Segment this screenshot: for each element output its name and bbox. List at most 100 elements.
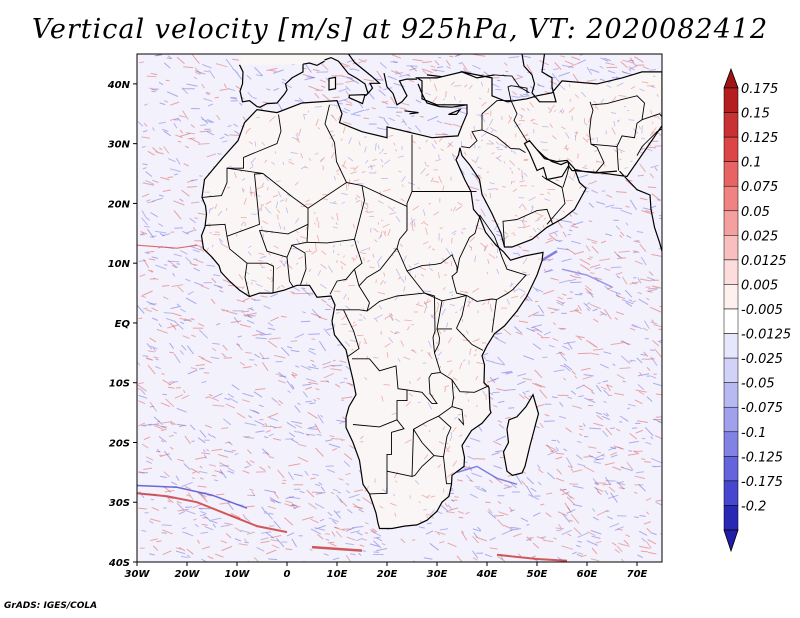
latitude-axis: 40N 30N 20N 10N EQ 10S 20S 30S 40S xyxy=(107,80,137,569)
country-border xyxy=(352,419,398,428)
map-title: Vertical velocity [m/s] at 925hPa, VT: 2… xyxy=(31,14,769,45)
colorbar-bin xyxy=(723,308,739,334)
country-border xyxy=(456,295,467,329)
lat-tick-label: EQ xyxy=(115,319,131,330)
country-border xyxy=(451,237,470,296)
colorbar-label: 0.075 xyxy=(741,180,778,195)
colorbar-bin xyxy=(723,259,739,285)
colorbar-bin xyxy=(723,161,739,187)
colorbar-label: 0.0125 xyxy=(741,254,787,269)
country-border xyxy=(589,101,605,173)
country-border xyxy=(496,248,527,300)
country-border xyxy=(641,113,662,121)
country-border xyxy=(412,406,453,458)
country-border xyxy=(329,268,355,295)
colorbar-bin xyxy=(723,505,739,531)
lon-tick-label: 0 xyxy=(284,569,291,580)
colorbar-bin xyxy=(723,284,739,310)
colorbar-label: -0.0125 xyxy=(741,328,791,343)
colorbar-bin xyxy=(723,431,739,457)
colorbar-label: -0.2 xyxy=(741,499,766,514)
country-borders xyxy=(201,74,662,495)
colorbar-bin xyxy=(723,87,739,113)
colorbar-bottom-cap xyxy=(723,529,739,553)
lat-tick-label: 40N xyxy=(107,80,131,91)
lon-tick-label: 30E xyxy=(427,569,448,580)
colorbar-label: 0.05 xyxy=(741,205,770,220)
country-border xyxy=(443,456,452,485)
colorbar-label: -0.175 xyxy=(741,475,783,490)
colorbar-bin xyxy=(723,185,739,212)
country-border xyxy=(411,455,435,477)
lon-tick-label: 20W xyxy=(175,569,201,580)
country-border xyxy=(494,74,530,94)
longitude-axis: 30W 20W 10W 0 10E 20E 30E 40E 50E 60E 70E xyxy=(125,562,648,580)
colorbar-label: -0.1 xyxy=(741,426,766,441)
country-border xyxy=(306,238,355,244)
country-border xyxy=(352,358,408,495)
grads-credit: GrADS: IGES/COLA xyxy=(4,601,98,611)
country-border xyxy=(226,167,264,174)
lon-tick-label: 20E xyxy=(377,569,398,580)
colorbar-label: -0.005 xyxy=(741,303,783,318)
country-border xyxy=(507,85,528,101)
lat-tick-label: 20S xyxy=(109,438,130,449)
country-border xyxy=(469,214,500,249)
colorbar-bin xyxy=(723,382,739,408)
country-border xyxy=(366,292,425,312)
colorbar-label: 0.025 xyxy=(741,229,778,244)
country-border xyxy=(481,129,526,153)
country-border xyxy=(336,302,370,312)
lat-tick-label: 10S xyxy=(109,379,130,390)
country-border xyxy=(290,224,309,285)
colorbar-label: 0.005 xyxy=(741,278,778,293)
country-border xyxy=(451,379,465,426)
country-border xyxy=(491,299,497,333)
lat-tick-label: 10N xyxy=(108,259,131,270)
lat-tick-label: 40S xyxy=(108,558,130,569)
lon-tick-label: 70E xyxy=(627,569,648,580)
country-border xyxy=(434,328,440,354)
country-border xyxy=(440,372,490,393)
country-border xyxy=(510,100,528,142)
country-border xyxy=(358,247,398,287)
velocity-field xyxy=(137,54,662,562)
lon-tick-label: 30W xyxy=(125,569,151,580)
colorbar-label: 0.15 xyxy=(741,107,770,122)
colorbar-bin xyxy=(723,333,739,359)
country-border xyxy=(406,254,458,273)
colorbar-label: 0.175 xyxy=(741,82,778,97)
country-border xyxy=(346,134,413,208)
lon-tick-label: 40E xyxy=(476,569,498,580)
lon-tick-label: 50E xyxy=(527,569,548,580)
colorbar-bin xyxy=(723,456,739,482)
colorbar-bin xyxy=(723,112,739,138)
colorbar-top-cap xyxy=(723,67,739,89)
country-border xyxy=(502,208,553,248)
country-border xyxy=(591,95,645,147)
colorbar-label: -0.075 xyxy=(741,401,783,416)
colorbar-label: -0.05 xyxy=(741,377,775,392)
country-border xyxy=(286,257,294,287)
country-border xyxy=(243,114,282,158)
colorbar-bin xyxy=(723,210,739,236)
country-border xyxy=(541,175,563,188)
country-border xyxy=(456,327,484,351)
africa-landmass xyxy=(137,54,662,529)
colorbar-label: -0.025 xyxy=(741,352,783,367)
coastline xyxy=(200,54,662,530)
colorbar: 0.175 0.15 0.125 0.1 0.075 0.05 0.025 0.0125 0.0… xyxy=(723,67,791,553)
colorbar-bin xyxy=(723,235,739,261)
lon-tick-label: 10E xyxy=(327,569,348,580)
colorbar-bin xyxy=(723,357,739,383)
country-border xyxy=(247,262,274,294)
land-velocity-field xyxy=(204,73,662,523)
colorbar-bin xyxy=(723,136,739,162)
country-border xyxy=(201,157,244,198)
colorbar-bin xyxy=(723,406,739,433)
country-border xyxy=(259,173,309,235)
country-border xyxy=(353,185,370,303)
lon-tick-label: 60E xyxy=(577,569,598,580)
country-border xyxy=(204,173,264,237)
